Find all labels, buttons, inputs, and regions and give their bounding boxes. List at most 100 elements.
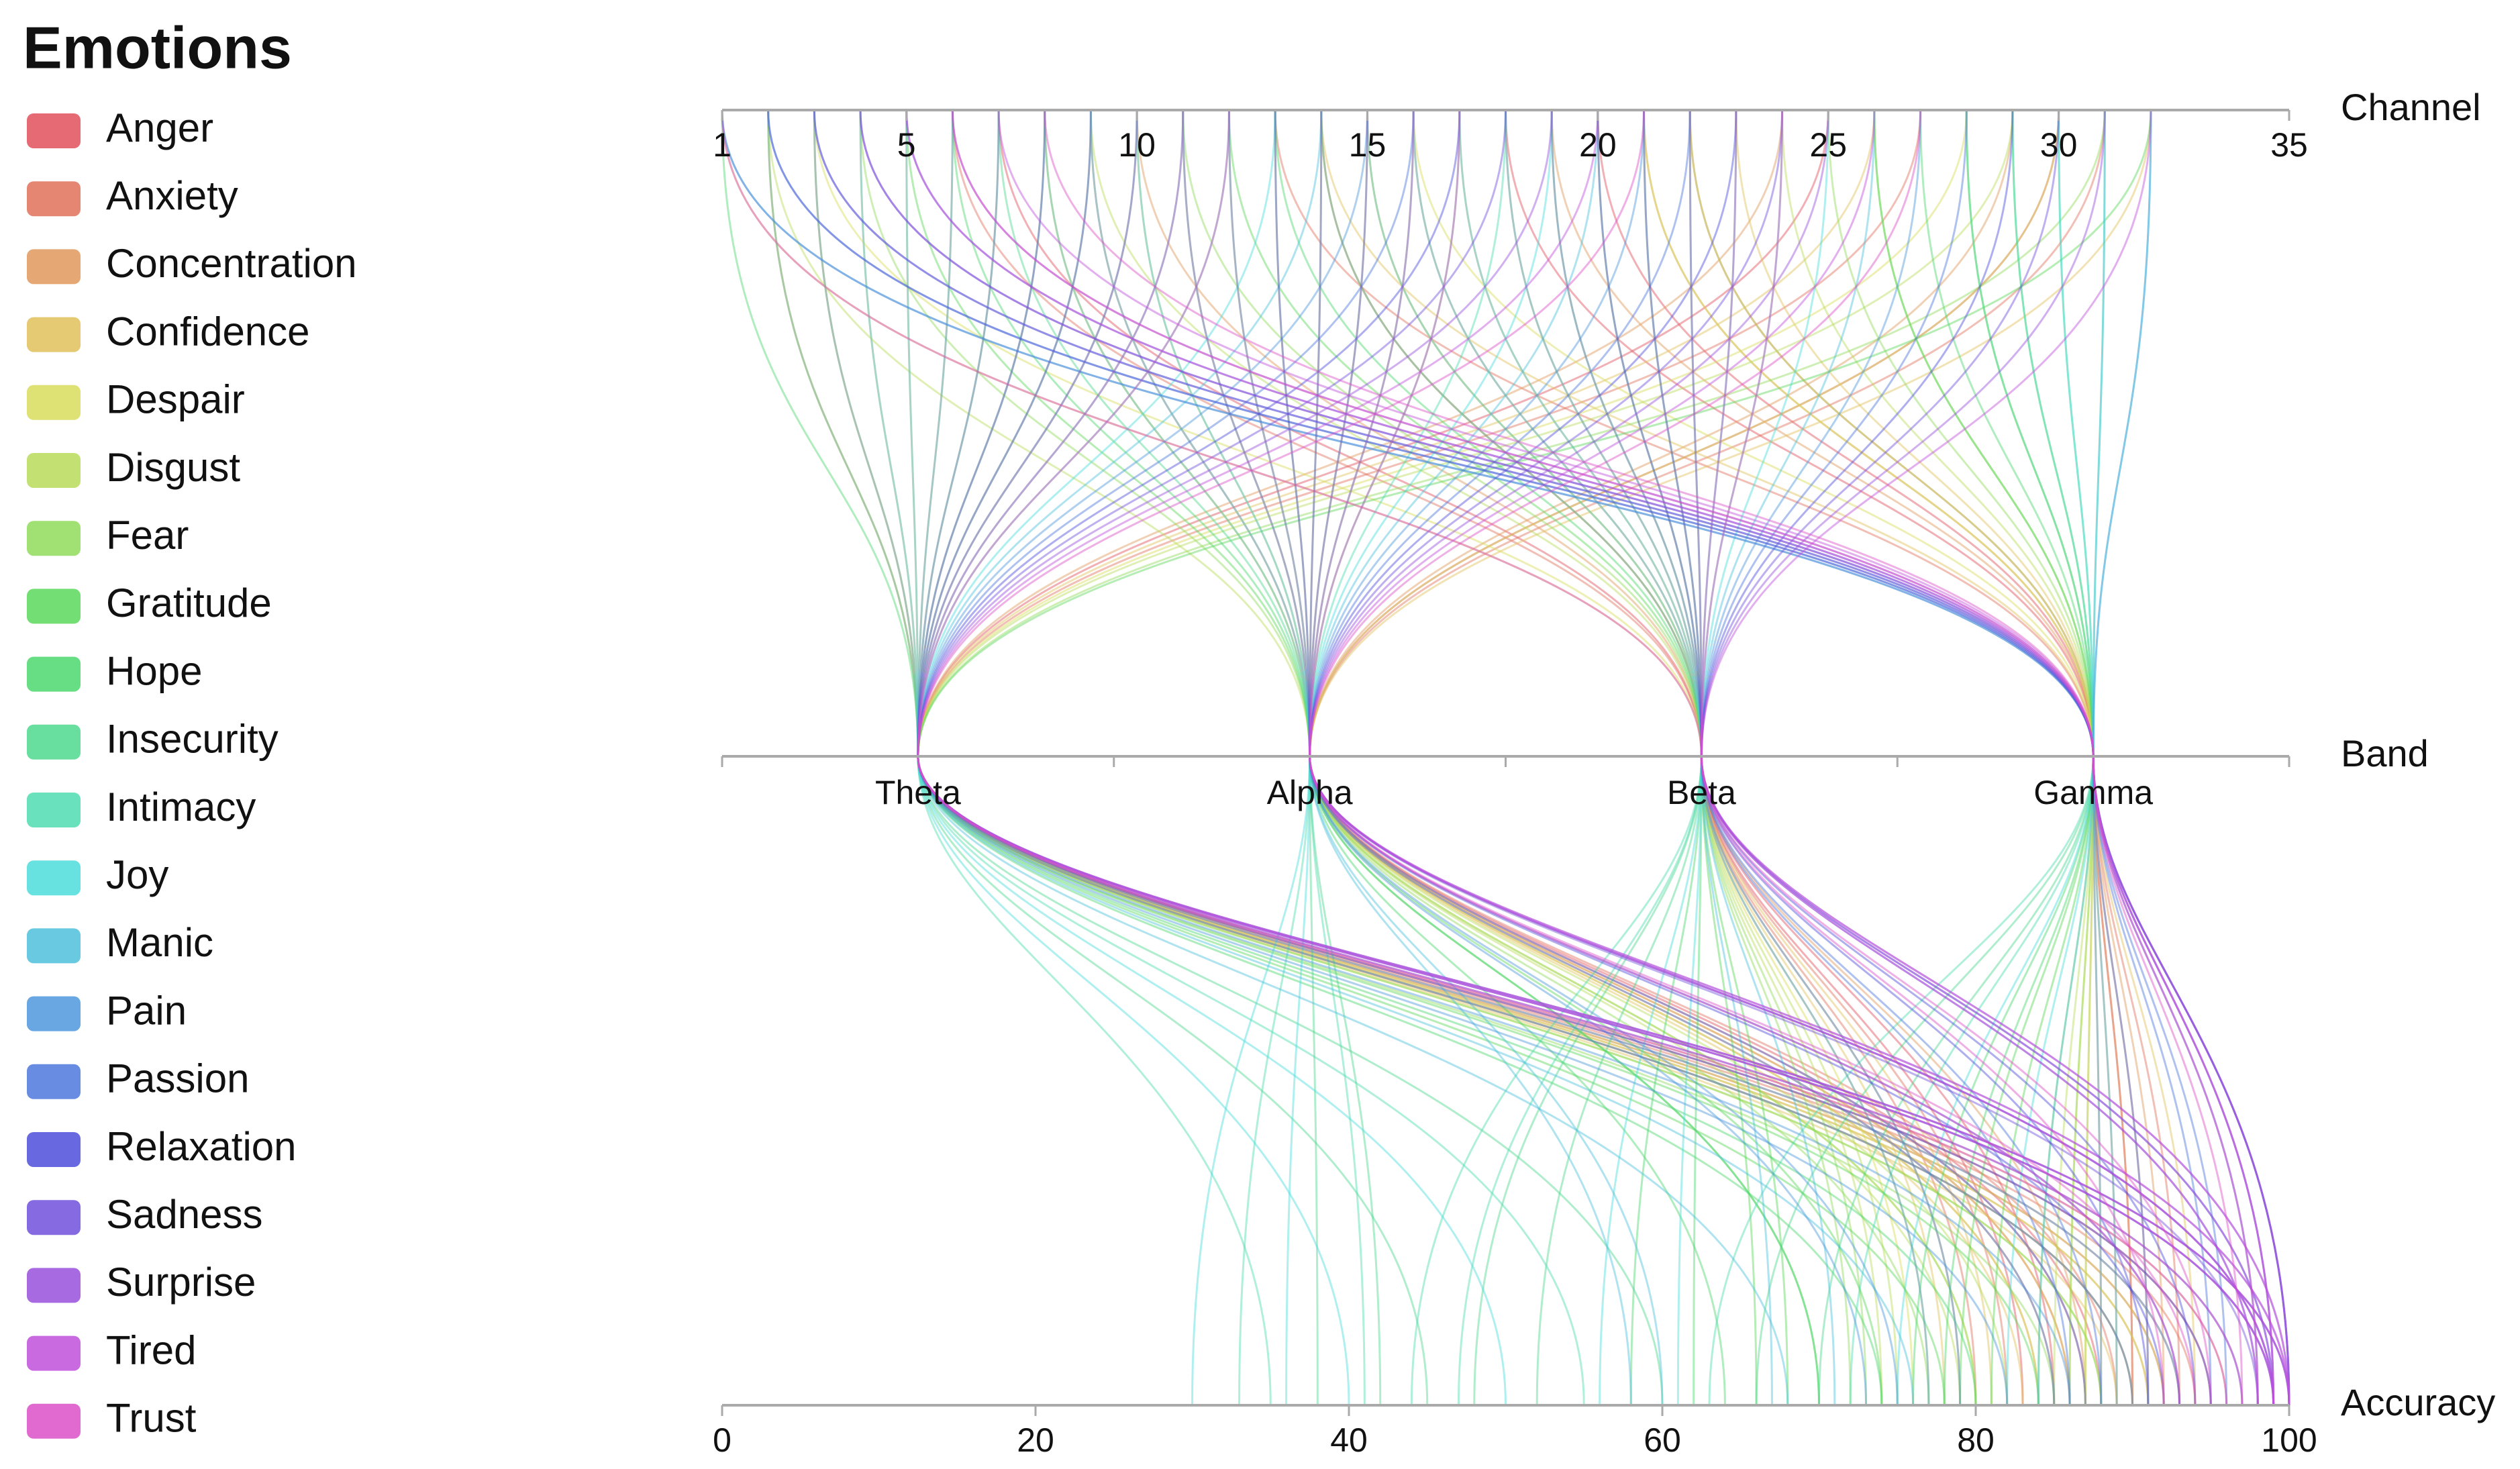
data-line <box>917 109 2244 1406</box>
legend-label: Anger <box>106 105 213 150</box>
data-line <box>721 109 1977 1406</box>
data-line <box>917 109 2133 1406</box>
legend-label: Surprise <box>106 1260 256 1305</box>
data-line <box>1320 109 2056 1406</box>
data-line <box>1689 109 2095 1406</box>
legend-swatch <box>27 928 81 964</box>
legend-swatch <box>27 1064 81 1099</box>
legend-label: Intimacy <box>106 784 256 829</box>
x-tick-label: 35 <box>2270 126 2308 164</box>
legend-swatch <box>27 453 81 488</box>
data-line <box>1309 109 2275 1406</box>
legend-swatch <box>27 724 81 760</box>
data-line <box>1873 109 2095 1406</box>
data-line <box>997 109 2275 1406</box>
legend-swatch <box>27 385 81 420</box>
x-tick-label: 20 <box>1017 1421 1054 1459</box>
data-line <box>1643 109 2259 1406</box>
axis-title: Band <box>2341 732 2429 774</box>
data-line <box>859 109 1507 1406</box>
data-line <box>917 109 2275 1406</box>
data-line <box>1044 109 1311 1406</box>
legend-swatch <box>27 181 81 217</box>
data-line <box>1309 109 1461 1406</box>
data-line <box>951 109 2259 1406</box>
legend-label: Concentration <box>106 241 357 286</box>
data-line <box>997 109 2024 1406</box>
legend-swatch <box>27 793 81 827</box>
data-line <box>1309 109 1507 1406</box>
data-line <box>1309 109 2290 1406</box>
legend-label: Disgust <box>106 445 240 490</box>
data-line <box>1227 109 1789 1406</box>
legend-label: Despair <box>106 377 245 422</box>
data-line <box>859 109 2275 1406</box>
legend-swatch <box>27 1200 81 1235</box>
data-line <box>997 109 1382 1406</box>
data-line <box>917 109 2071 1406</box>
x-tick-label: 15 <box>1349 126 1387 164</box>
x-tick-label: 60 <box>1644 1421 1681 1459</box>
data-line <box>1182 109 2071 1406</box>
legend-label: Sadness <box>106 1192 263 1237</box>
data-line <box>1227 109 2024 1406</box>
data-line <box>1309 109 2275 1406</box>
data-line <box>917 109 2150 1406</box>
data-line <box>917 109 2275 1406</box>
data-line <box>1755 109 2095 1406</box>
data-line <box>1136 109 1977 1406</box>
data-line <box>917 109 2150 1406</box>
legend-swatch <box>27 521 81 556</box>
data-line <box>1227 109 2086 1406</box>
legend-title: Emotions <box>23 14 292 81</box>
legend-label: Hope <box>106 648 202 693</box>
data-line <box>1700 109 2165 1406</box>
legend-swatch <box>27 249 81 285</box>
data-line <box>917 109 2228 1406</box>
data-line <box>1309 109 2181 1406</box>
data-line <box>917 109 2212 1406</box>
data-line <box>917 109 1789 1406</box>
legend-label: Anxiety <box>106 173 238 218</box>
legend-label: Joy <box>106 852 168 897</box>
legend-swatch <box>27 656 81 692</box>
data-line <box>905 109 2290 1406</box>
lines <box>721 109 2290 1406</box>
axis-title: Accuracy <box>2341 1381 2495 1423</box>
data-line <box>767 109 2150 1406</box>
legend-label: Insecurity <box>106 717 279 762</box>
data-line <box>1320 109 1703 1406</box>
legend-label: Pain <box>106 988 187 1033</box>
data-line <box>917 109 1946 1406</box>
legend-label: Manic <box>106 920 213 965</box>
data-line <box>1597 109 2133 1406</box>
data-line <box>1309 109 2290 1406</box>
legend-label: Gratitude <box>106 580 272 625</box>
data-line <box>1873 109 2095 1406</box>
data-line <box>1274 109 1962 1406</box>
data-line <box>1827 109 2095 1406</box>
legend-label: Fear <box>106 513 189 558</box>
data-line <box>1309 109 1726 1406</box>
data-line <box>1597 109 2150 1406</box>
data-line <box>813 109 2165 1406</box>
data-line <box>1044 109 2039 1406</box>
data-line <box>1309 109 1820 1406</box>
axis-title: Channel <box>2341 86 2481 128</box>
legend-swatch <box>27 860 81 896</box>
band-label: Gamma <box>2033 774 2153 811</box>
data-line <box>1182 109 1868 1406</box>
data-line <box>859 109 2290 1406</box>
data-line <box>1044 109 2244 1406</box>
data-line <box>917 109 2244 1406</box>
data-line <box>1689 109 2275 1406</box>
data-line <box>905 109 2275 1406</box>
legend-swatch <box>27 589 81 624</box>
data-line <box>767 109 2133 1406</box>
data-line <box>917 109 2181 1406</box>
data-line <box>917 109 2290 1406</box>
data-line <box>917 109 2197 1406</box>
data-line <box>1309 109 2275 1406</box>
data-line <box>1700 109 2275 1406</box>
